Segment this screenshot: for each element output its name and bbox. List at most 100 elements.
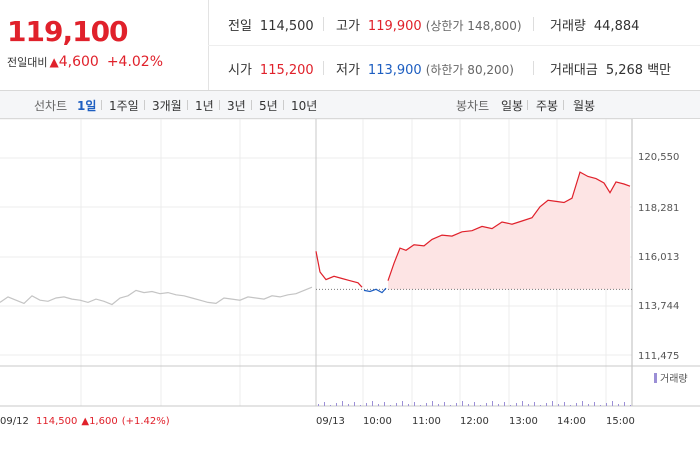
up-arrow-icon: ▲ [49,55,59,69]
volume-bar [390,405,391,406]
up-arrow-icon: ▲ [81,416,89,427]
volume-bar [438,404,439,406]
volume-bar [342,401,343,406]
tab-1-week[interactable]: 1주일 [109,99,139,113]
divider [533,17,534,31]
stat-value: 119,900 [367,19,422,34]
chart-tab-bar: 선차트 1일 1주일 3개월 1년 3년 5년 10년 봉차트 일봉 주봉 월봉 [0,91,700,119]
divider [251,100,252,110]
volume-bar [624,402,625,406]
volume-bar [360,405,361,406]
volume-bar [402,401,403,406]
volume-bar [378,404,379,406]
divider [144,100,145,110]
open-rise-line [315,251,363,288]
volume-bar [432,401,433,406]
x-tick-label: 13:00 [509,416,538,427]
price-change: 전일대비 ▲4,600 +4.02% [7,54,163,70]
volume-bar [348,404,349,406]
volume-bar [462,401,463,406]
volume-bar [516,403,517,406]
prev-day-summary: 114,500 ▲1,600 (+1.42%) [36,416,170,427]
stat-label: 시가 [228,63,252,78]
stat-label: 거래량 [550,19,586,34]
quote-header: 119,100 전일대비 ▲4,600 +4.02% 전일 114,500 고가 119… [0,0,700,91]
divider [187,100,188,110]
prev-day-label: 09/12 [0,416,29,427]
stat-label: 고가 [336,19,360,34]
y-tick-label: 118,281 [638,203,679,214]
prev-day-price: 114,500 [36,416,77,427]
volume-bar [498,404,499,406]
volume-bar [372,401,373,406]
stat-label: 거래대금 [550,63,598,78]
volume-bar [420,405,421,406]
y-tick-label: 116,013 [638,252,679,263]
y-tick-label: 113,744 [638,301,679,312]
tab-10-years[interactable]: 10년 [291,99,318,113]
volume-bar [336,403,337,406]
tab-daily-candle[interactable]: 일봉 [501,99,524,113]
volume-bar [384,402,385,406]
change-percent: +4.02% [106,54,164,70]
volume-bar [408,404,409,406]
volume-bar [570,405,571,406]
divider [323,61,324,75]
divider [208,45,700,46]
tab-3-months[interactable]: 3개월 [152,99,182,113]
tab-weekly-candle[interactable]: 주봉 [536,99,559,113]
current-price: 119,100 [7,15,129,48]
dip-line [363,287,387,294]
tab-3-years[interactable]: 3년 [227,99,246,113]
line-chart-label: 선차트 [34,99,68,113]
current-price-box: 119,100 전일대비 ▲4,600 +4.02% [0,0,209,90]
stat-volume: 거래량 44,884 [550,15,639,34]
tab-monthly-candle[interactable]: 월봉 [573,99,596,113]
stat-trade-value: 거래대금 5,268 백만 [550,59,671,78]
tab-1-year[interactable]: 1년 [195,99,214,113]
stat-high: 고가 119,900 (상한가 148,800) [336,15,522,34]
x-tick-label: 14:00 [557,416,586,427]
stat-value: 44,884 [593,19,640,34]
volume-legend-swatch [654,373,657,383]
divider [563,100,564,110]
divider [533,61,534,75]
volume-bar [540,405,541,406]
tab-1-day[interactable]: 1일 [77,99,97,113]
change-label: 전일대비 [7,56,48,69]
volume-bar [630,405,631,406]
divider [101,100,102,110]
volume-bar [552,401,553,406]
volume-bar [546,403,547,406]
stat-value: 114,500 [259,19,314,34]
volume-bar [396,403,397,406]
volume-bar [618,404,619,406]
volume-bar [510,405,511,406]
prev-day-change: 1,600 [89,416,118,427]
candle-chart-label: 봉차트 [456,99,490,113]
stat-label: 저가 [336,63,360,78]
divider [527,100,528,110]
intraday-price-chart[interactable]: 120,550 118,281 116,013 113,744 111,475 … [0,119,700,450]
volume-bar [324,402,325,406]
volume-bar [606,403,607,406]
tab-5-years[interactable]: 5년 [259,99,278,113]
volume-bar [492,401,493,406]
divider [219,100,220,110]
upper-limit: (상한가 148,800) [425,19,522,33]
volume-bars [318,401,631,406]
x-tick-label: 11:00 [412,416,441,427]
stat-label: 전일 [228,19,252,34]
rally-line [387,171,631,281]
divider [283,100,284,110]
volume-bar [612,401,613,406]
volume-bar [600,405,601,406]
x-tick-label: 09/13 [316,416,345,427]
volume-bar [456,403,457,406]
quote-stats: 전일 114,500 고가 119,900 (상한가 148,800) 거래량 44,8… [208,0,700,90]
volume-bar [594,402,595,406]
volume-bar [534,402,535,406]
volume-bar [444,402,445,406]
stat-low: 저가 113,900 (하한가 80,200) [336,59,514,78]
divider [323,17,324,31]
